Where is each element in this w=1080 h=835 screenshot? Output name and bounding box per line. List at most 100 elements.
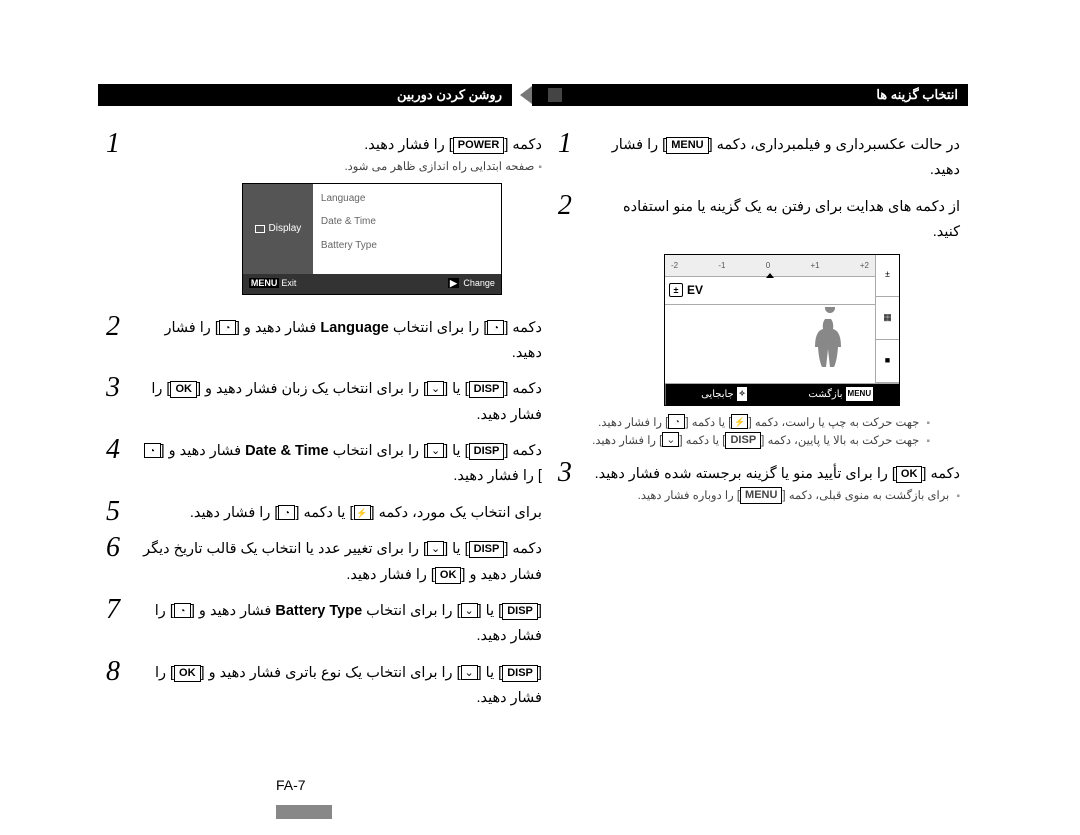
disp-button-label: DISP <box>469 381 505 398</box>
text: را برای انتخاب <box>329 443 423 459</box>
timer-icon <box>278 505 295 520</box>
disp-button-label: DISP <box>725 432 761 449</box>
foot-change: ▶ Change <box>448 276 495 292</box>
text: دکمه <box>926 466 960 482</box>
ev-sidebar: ± ▦ ■ <box>875 255 899 383</box>
header-select-options: انتخاب گزینه ها <box>532 84 968 106</box>
timer-icon <box>174 603 191 618</box>
foot-exit: MENUExit <box>249 276 297 292</box>
text: دکمه <box>508 541 542 557</box>
timer-icon <box>144 443 161 458</box>
language-label: Language <box>320 320 388 336</box>
text: دکمه <box>508 137 542 153</box>
text: یا <box>482 603 499 619</box>
person-silhouette-icon <box>665 305 875 377</box>
step-number: 1 <box>558 130 592 158</box>
down-icon <box>427 443 444 458</box>
side-icon: ▦ <box>876 297 899 340</box>
menu-item-language: Language <box>321 190 493 208</box>
ev-display-screen: -2 -1 0 +1 +2 <box>664 254 900 407</box>
menu-item-battery: Battery Type <box>321 237 493 255</box>
step-note: برای بازگشت به منوی قبلی، دکمه [MENU] را… <box>592 487 960 505</box>
text: برای انتخاب یک مورد، دکمه <box>375 505 542 521</box>
foot-move: جابجایی✧ <box>665 384 783 406</box>
text: را فشار دهید. <box>364 137 449 153</box>
ev-tick: +1 <box>810 259 819 273</box>
down-icon <box>461 665 478 680</box>
side-icon: ■ <box>876 340 899 383</box>
menu-button-label: MENU <box>740 487 782 504</box>
ev-tick: -1 <box>718 259 725 273</box>
header-power-on: روشن کردن دوربین <box>98 84 512 106</box>
arrow-separator <box>512 84 532 106</box>
column-select-options: 1 در حالت عکسبرداری و فیلمبرداری، دکمه [… <box>550 130 968 719</box>
step-number: 7 <box>106 596 140 624</box>
section-headers: روشن کردن دوربین انتخاب گزینه ها <box>98 84 968 106</box>
ok-button-label: OK <box>896 466 923 483</box>
menu-item-datetime: Date & Time <box>321 213 493 231</box>
step-number: 4 <box>106 436 140 464</box>
text: یا <box>448 443 465 459</box>
battery-label: Battery Type <box>275 603 362 619</box>
step-number: 2 <box>558 192 592 220</box>
timer-icon <box>668 414 685 429</box>
text: یا <box>482 665 499 681</box>
text: را برای انتخاب <box>389 320 483 336</box>
text: دکمه <box>508 381 542 397</box>
down-icon <box>662 432 679 447</box>
text: را فشار دهید. <box>346 567 431 583</box>
step-note: صفحه ابتدایی راه اندازی ظاهر می شود. <box>140 158 542 176</box>
nav-note: جهت حرکت به چپ یا راست، دکمه [] یا دکمه … <box>592 414 930 432</box>
text: از دکمه های هدایت برای رفتن به یک گزینه … <box>623 199 960 240</box>
text: را برای انتخاب یک نوع باتری فشار دهید و <box>205 665 457 681</box>
down-icon <box>427 541 444 556</box>
step-number: 3 <box>106 374 140 402</box>
flash-icon <box>731 414 748 429</box>
power-button-label: POWER <box>453 137 505 154</box>
disp-button-label: DISP <box>502 603 538 620</box>
timer-icon <box>487 320 504 335</box>
side-icon: ± <box>876 255 899 298</box>
ev-tick: 0 <box>766 259 770 273</box>
plusminus-icon: ± <box>669 283 683 297</box>
display-menu-list: Language Date & Time Battery Type <box>313 184 501 274</box>
display-icon <box>255 225 265 233</box>
ev-tick: -2 <box>671 259 678 273</box>
datetime-label: Date & Time <box>245 443 329 459</box>
startup-display-screen: Display Language Date & Time Battery Typ… <box>242 183 502 295</box>
text: را برای انتخاب <box>362 603 456 619</box>
flash-icon <box>354 505 371 520</box>
timer-icon <box>219 320 236 335</box>
header-left-text: انتخاب گزینه ها <box>876 87 958 103</box>
ev-label: EV <box>687 280 703 301</box>
menu-button-label: MENU <box>666 137 708 154</box>
display-tab: Display <box>243 184 313 274</box>
text: دکمه <box>508 443 542 459</box>
text: یا <box>448 381 465 397</box>
text: در حالت عکسبرداری و فیلمبرداری، دکمه <box>713 137 960 153</box>
step-number: 2 <box>106 313 140 341</box>
ok-button-label: OK <box>174 665 201 682</box>
header-right-text: روشن کردن دوربین <box>397 87 502 103</box>
text: دکمه <box>508 320 542 336</box>
step-number: 3 <box>558 459 592 487</box>
ev-scale: -2 -1 0 +1 +2 <box>665 255 875 277</box>
decor-square-icon <box>548 88 562 102</box>
display-tab-label: Display <box>269 220 302 238</box>
nav-note: جهت حرکت به بالا یا پایین، دکمه [DISP] ی… <box>592 432 930 450</box>
step-number: 6 <box>106 534 140 562</box>
text: را برای انتخاب یک زبان فشار دهید و <box>201 381 423 397</box>
disp-button-label: DISP <box>469 443 505 460</box>
text: فشار دهید و <box>240 320 321 336</box>
step-number: 5 <box>106 498 140 526</box>
column-power-on: 1 دکمه [POWER] را فشار دهید. صفحه ابتدای… <box>98 130 550 719</box>
text: را فشار دهید. <box>190 505 275 521</box>
disp-button-label: DISP <box>469 541 505 558</box>
ok-button-label: OK <box>435 567 462 584</box>
text: را برای تأیید منو یا گزینه برجسته شده فش… <box>595 466 892 482</box>
ev-tick: +2 <box>860 259 869 273</box>
text: فشار دهید و <box>165 443 246 459</box>
down-icon <box>427 381 444 396</box>
text: را فشار دهید. <box>453 468 538 484</box>
page-decor-bar <box>276 805 332 819</box>
